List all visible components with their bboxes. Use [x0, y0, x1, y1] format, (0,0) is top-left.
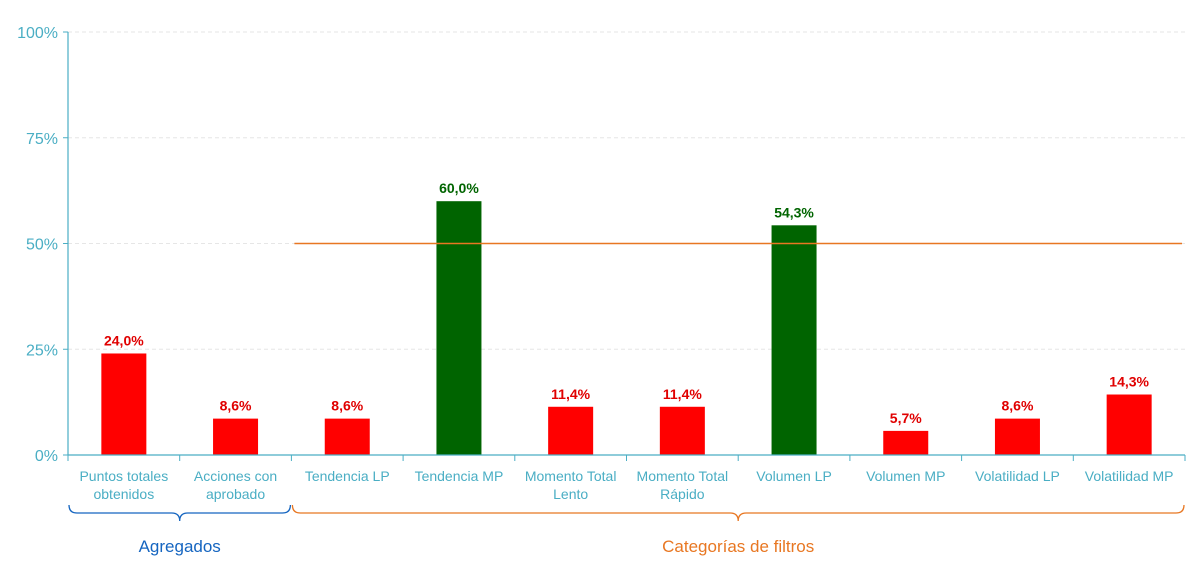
data-label: 11,4% — [551, 386, 590, 402]
bar — [548, 406, 594, 455]
bar — [324, 418, 370, 455]
y-axis: 0% 25% 50% 75% 100% — [17, 25, 1186, 465]
data-label: 24,0% — [104, 332, 144, 348]
x-tick-label: Volatilidad LP — [975, 468, 1060, 484]
x-tick-label: Volumen LP — [756, 468, 832, 484]
bar — [659, 406, 705, 455]
y-tick-label: 75% — [26, 131, 58, 148]
bar — [213, 418, 259, 455]
x-axis-labels: Puntos totales obtenidos Acciones con aprob… — [79, 468, 1173, 502]
bar — [436, 201, 482, 455]
data-label: 8,6% — [1001, 398, 1033, 414]
data-label: 11,4% — [663, 386, 702, 402]
x-tick-label: Volumen MP — [866, 468, 945, 484]
category-groups: Agregados Categorías de filtros — [68, 504, 1185, 556]
bar — [1106, 394, 1152, 455]
bar — [101, 353, 147, 455]
data-label: 60,0% — [439, 180, 479, 196]
bars — [101, 201, 1152, 455]
x-tick-label: Tendencia MP — [415, 468, 504, 484]
group-label: Agregados — [139, 537, 221, 556]
data-labels: 24,0% 8,6% 8,6% 60,0% 11,4% 11,4% 54,3% 5,7% 8,6… — [104, 180, 1150, 426]
bar — [994, 418, 1040, 455]
y-tick-label: 0% — [35, 448, 58, 465]
y-tick-label: 100% — [17, 25, 58, 42]
data-label: 5,7% — [890, 410, 922, 426]
x-tick-label: Momento Total Rápido — [637, 468, 729, 502]
x-tick-label: Tendencia LP — [305, 468, 390, 484]
data-label: 14,3% — [1109, 374, 1149, 390]
data-label: 8,6% — [220, 398, 252, 414]
x-tick-label: Puntos totales obtenidos — [79, 468, 168, 502]
group-label: Categorías de filtros — [662, 537, 814, 556]
gridlines — [68, 31, 1185, 350]
group-bracket — [291, 504, 1185, 522]
data-label: 8,6% — [331, 398, 363, 414]
data-label: 54,3% — [774, 204, 814, 220]
y-tick-label: 50% — [26, 237, 58, 254]
x-tick-label: Volatilidad MP — [1085, 468, 1174, 484]
x-tick-label: Momento Total Lento — [525, 468, 617, 502]
bar — [883, 430, 929, 455]
group-bracket — [68, 504, 292, 522]
y-tick-label: 25% — [26, 342, 58, 359]
bar — [771, 225, 817, 455]
x-tick-label: Acciones con aprobado — [194, 468, 277, 502]
